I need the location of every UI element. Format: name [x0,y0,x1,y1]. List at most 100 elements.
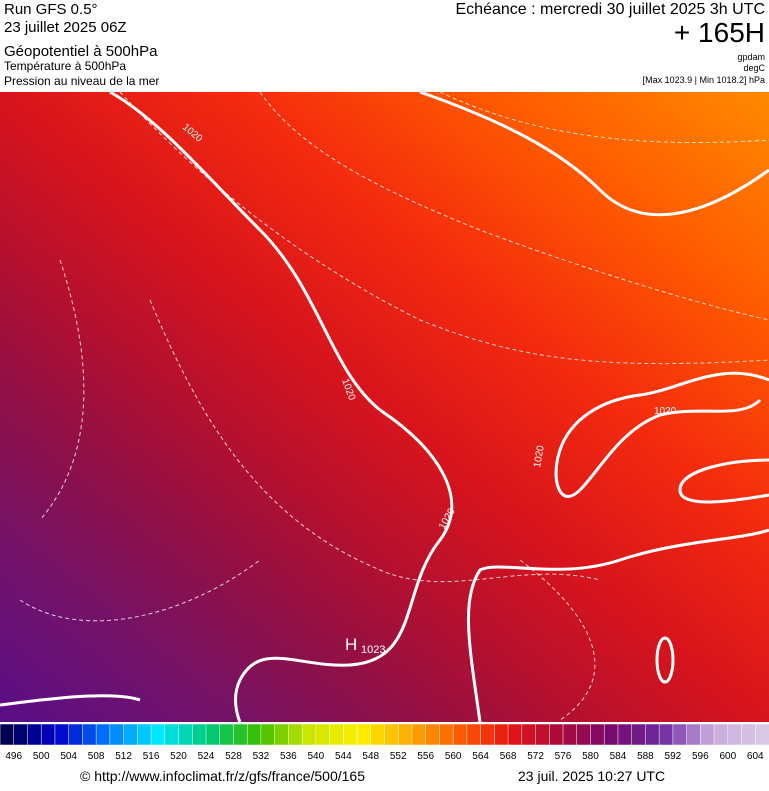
colorbar-label: 580 [582,751,599,762]
color-swatch [397,723,413,746]
color-swatch [370,723,386,746]
color-swatch [603,723,619,746]
color-swatch [452,723,468,746]
colorbar-label: 552 [390,751,407,762]
color-swatch [137,723,152,746]
color-swatch [549,723,564,746]
footer-url: © http://www.infoclimat.fr/z/gfs/france/… [80,768,365,784]
color-swatch [700,723,715,746]
isotherms [19,91,769,721]
color-swatch [315,723,331,746]
color-swatch [384,723,399,746]
colorbar-label: 596 [692,751,709,762]
color-swatch [301,723,317,746]
pressure-extremes: [Max 1023.9 | Min 1018.2] hPa [643,75,765,85]
color-swatch [246,723,262,746]
colorbar-label: 568 [500,751,517,762]
color-swatch [343,723,358,746]
color-swatch [535,723,551,746]
color-swatch [68,723,84,746]
color-swatch [109,723,125,746]
colorbar-label: 556 [417,751,434,762]
field-temperature: Température à 500hPa [4,59,126,73]
color-swatch [329,723,345,746]
field-geopotential: Géopotentiel à 500hPa [4,43,158,60]
high-marker: H [345,635,357,654]
color-swatch [13,723,29,746]
colorbar-label: 524 [198,751,215,762]
color-swatch [590,723,605,746]
forecast-time: Echéance : mercredi 30 juillet 2025 3h U… [456,1,766,18]
colorbar-label: 508 [88,751,105,762]
color-swatch [27,723,42,746]
unit-gpdam: gpdam [737,52,765,62]
color-swatch [658,723,674,746]
color-swatch [576,723,592,746]
color-swatch [356,723,372,746]
color-swatch [150,723,166,746]
unit-degc: degC [743,63,765,73]
colorbar-label: 520 [170,751,187,762]
color-swatch [480,723,496,746]
colorbar-label: 604 [747,751,764,762]
color-swatch [205,723,221,746]
color-swatch [439,723,454,746]
color-swatch [631,723,647,746]
high-value: 1023 [361,644,385,656]
colorbar-label: 536 [280,751,297,762]
colorbar-label: 588 [637,751,654,762]
color-swatch [95,723,111,746]
colorbar-label: 600 [719,751,736,762]
map-field [0,92,769,722]
field-pressure: Pression au niveau de la mer [4,74,159,88]
footer-timestamp: 23 juil. 2025 10:27 UTC [518,768,665,784]
colorbar-label: 584 [610,751,627,762]
run-date: 23 juillet 2025 06Z [4,19,127,36]
color-swatch [507,723,523,746]
color-swatch [82,723,97,746]
color-swatch [617,723,633,746]
isobar-label: 1020 [532,444,547,468]
color-swatch [521,723,537,746]
colorbar-label: 516 [143,751,160,762]
colorbar-label: 512 [115,751,132,762]
colorbar-label: 572 [527,751,544,762]
color-swatch [425,723,441,746]
color-swatch [713,723,729,746]
color-swatch [494,723,509,746]
colorbar-label: 560 [445,751,462,762]
forecast-step: + 165H [674,17,765,48]
colorbar-label: 532 [253,751,270,762]
color-swatch [562,723,578,746]
colorbar-label: 548 [362,751,379,762]
color-swatch [260,723,276,746]
color-swatch [219,723,235,746]
colorbar-label: 500 [33,751,50,762]
color-swatch [123,723,139,746]
map: 1020 1020 1020 1020 1020 H 1023 [0,90,769,723]
color-swatch [741,723,757,746]
color-swatch [164,723,180,746]
color-swatch [411,723,427,746]
color-swatch [233,723,248,746]
color-swatch [192,723,207,746]
colorbar-label: 504 [60,751,77,762]
color-swatch [274,723,290,746]
colorbar-label: 544 [335,751,352,762]
colorbar-label: 592 [665,751,682,762]
colorbar: 496 500 504 508 512 516 520 524 528 532 536 540 544 5… [0,723,769,762]
color-swatch [755,723,769,746]
color-swatch [645,723,660,746]
color-swatch [686,723,702,746]
isobar-label: 1020 [654,406,677,417]
color-swatch [54,723,70,746]
color-swatch [178,723,193,746]
isobars [0,90,769,723]
color-swatch [40,723,56,746]
run-title: Run GFS 0.5° [4,1,98,18]
color-swatch [0,723,15,746]
colorbar-label: 540 [307,751,324,762]
color-swatch [466,723,482,746]
colorbar-label: 576 [555,751,572,762]
